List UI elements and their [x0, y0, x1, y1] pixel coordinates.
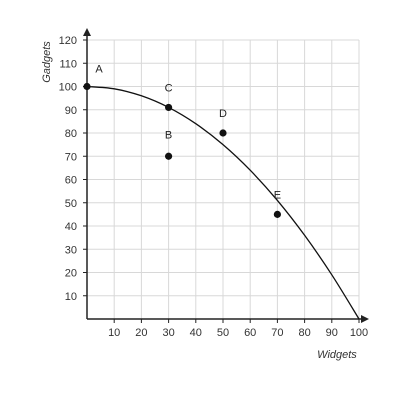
point-a	[83, 82, 91, 91]
y-tick-label: 60	[65, 175, 77, 187]
y-tick-label: 90	[65, 105, 77, 117]
y-axis-title: Gadgets	[41, 41, 53, 83]
point-d	[219, 129, 227, 137]
x-tick-label: 60	[244, 327, 256, 339]
y-tick-label: 80	[65, 128, 77, 140]
x-tick-label: 30	[162, 327, 174, 339]
point-b	[165, 152, 173, 160]
point-label-b: B	[165, 129, 172, 141]
x-tick-label: 80	[298, 327, 310, 339]
point-c	[165, 103, 173, 112]
y-tick-label: 30	[65, 244, 77, 256]
grid-lines	[87, 39, 360, 319]
tick-labels: 10 20 30 40 50 60 70 80 90 100 10 20 30 40 50 60 70 80 90 1…	[59, 35, 369, 339]
axes	[83, 28, 369, 323]
y-tick-label: 20	[65, 268, 77, 280]
y-tick-label: 10	[65, 291, 77, 303]
x-tick-label: 90	[326, 327, 338, 339]
x-tick-label: 20	[135, 327, 147, 339]
y-tick-label: 100	[59, 82, 77, 94]
y-tick-label: 120	[59, 35, 77, 47]
x-tick-label: 70	[271, 327, 283, 339]
x-tick-label: 40	[190, 327, 202, 339]
x-tick-label: 50	[217, 327, 229, 339]
y-tick-label: 70	[65, 151, 77, 163]
y-tick-label: 40	[65, 221, 77, 233]
point-label-e: E	[274, 189, 281, 201]
y-tick-label: 50	[65, 198, 77, 210]
point-e	[273, 210, 281, 218]
y-tick-label: 110	[59, 58, 77, 70]
point-label-d: D	[219, 108, 227, 120]
point-label-a: A	[95, 64, 103, 76]
point-label-c: C	[165, 82, 173, 94]
data-points: A B C D E	[83, 64, 281, 218]
y-axis-arrow-icon	[83, 28, 91, 36]
x-tick-label: 10	[108, 327, 120, 339]
x-axis-arrow-icon	[361, 315, 369, 323]
ppf-curve	[86, 85, 360, 320]
x-axis-title: Widgets	[317, 349, 357, 361]
x-tick-label: 100	[350, 327, 368, 339]
